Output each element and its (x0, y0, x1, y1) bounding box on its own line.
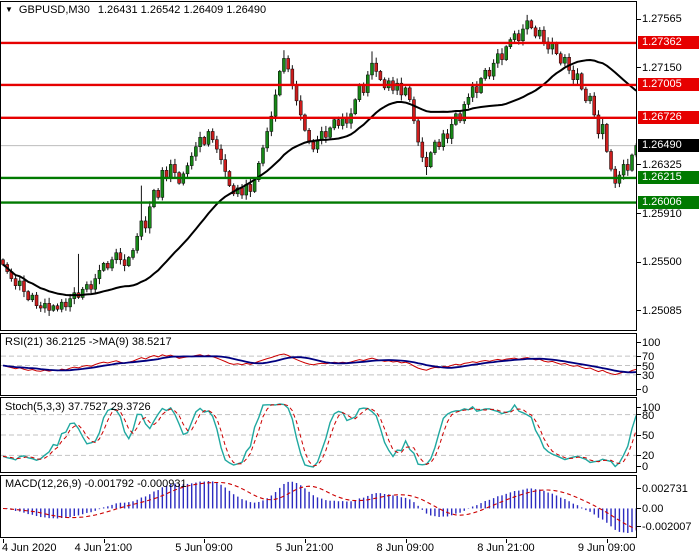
stochastic-scale-label: 100 (642, 402, 661, 414)
axis-tick (637, 465, 641, 467)
candles (1, 14, 637, 316)
chart-title: ▼ GBPUSD,M30 1.26431 1.26542 1.26409 1.264… (5, 4, 266, 16)
axis-tick (204, 539, 206, 543)
macd-scale-label: 0.002731 (642, 483, 688, 495)
time-label: 8 Jun 21:00 (477, 542, 535, 554)
price-axis[interactable]: 1.27565 1.27150 1.26325 1.25910 1.25500 … (637, 0, 700, 538)
rsi-ma-line (2, 355, 637, 374)
time-label: 5 Jun 09:00 (175, 542, 233, 554)
axis-tick (304, 539, 306, 543)
macd-signal-line (2, 481, 637, 530)
resistance-level-badge: 1.26726 (638, 110, 699, 124)
rsi-line (2, 353, 637, 376)
macd-label: MACD(12,26,9) -0.001792 -0.000931 (5, 478, 187, 490)
resistance-level-badge: 1.27362 (638, 35, 699, 49)
stoch-d-line (2, 403, 637, 467)
axis-tick (637, 434, 641, 436)
symbol-label: GBPUSD,M30 (18, 4, 90, 16)
price-tick-label: 1.25910 (642, 207, 682, 220)
axis-tick (637, 365, 641, 366)
macd-scale-label: 0.00 (642, 503, 664, 516)
axis-tick (637, 406, 641, 408)
axis-tick (637, 67, 641, 69)
time-axis[interactable]: 4 Jun 2020 4 Jun 21:00 5 Jun 09:00 5 Jun… (0, 538, 700, 560)
axis-tick (637, 355, 641, 357)
stoch-k-line (2, 403, 637, 468)
rsi-label: RSI(21) 36.2125 ->MA(9) 38.5217 (5, 336, 172, 348)
axis-tick (405, 539, 407, 543)
quote-ohlc: 1.26431 1.26542 1.26409 1.26490 (97, 4, 267, 16)
time-label: 4 Jun 2020 (2, 542, 57, 554)
axis-tick (637, 414, 641, 416)
axis-tick (103, 539, 105, 543)
rsi-scale-label: 30 (642, 369, 655, 382)
axis-tick (506, 539, 508, 543)
axis-tick (637, 164, 641, 166)
support-level-badge: 1.26215 (638, 170, 699, 184)
axis-tick (606, 539, 608, 543)
price-tick-label: 1.26325 (642, 158, 682, 171)
price-tick-label: 1.25500 (642, 256, 682, 269)
stochastic-scale-label: 80 (642, 409, 655, 422)
axis-tick (637, 261, 641, 263)
stochastic-label: Stoch(5,3,3) 37.7527 29.3726 (5, 401, 151, 413)
stochastic-scale-label: 0 (642, 461, 649, 473)
axis-tick (637, 508, 641, 510)
current-price-badge: 1.26490 (638, 138, 699, 152)
rsi-pane[interactable] (0, 333, 637, 396)
axis-tick (3, 539, 4, 543)
stochastic-scale-label: 50 (642, 430, 655, 442)
axis-tick (637, 374, 641, 376)
rsi-scale-label: 0 (642, 384, 649, 396)
rsi-scale-label: 70 (642, 351, 655, 364)
price-tick-label: 1.27565 (642, 13, 682, 25)
axis-tick (637, 454, 641, 456)
stochastic-scale-label: 20 (642, 450, 655, 463)
stochastic-pane[interactable] (0, 397, 637, 473)
macd-scale-label: -0.002007 (642, 521, 692, 533)
rsi-scale-label: 100 (642, 337, 661, 349)
time-label: 5 Jun 21:00 (275, 542, 334, 554)
axis-tick (637, 341, 641, 343)
axis-tick (637, 18, 641, 20)
support-level-badge: 1.26006 (638, 195, 699, 209)
ma-line (2, 59, 637, 297)
rsi-scale-label: 50 (642, 360, 655, 373)
axis-tick (637, 310, 641, 312)
resistance-level-badge: 1.27005 (638, 77, 699, 91)
main-price-pane[interactable] (0, 1, 637, 331)
price-tick-label: 1.27150 (642, 61, 682, 74)
symbol-dropdown-icon[interactable]: ▼ (5, 5, 13, 14)
axis-tick (637, 488, 641, 489)
time-label: 4 Jun 21:00 (74, 542, 133, 554)
time-label: 8 Jun 09:00 (376, 542, 435, 554)
price-tick-label: 1.25085 (642, 304, 682, 317)
axis-tick (637, 213, 641, 215)
macd-pane[interactable] (0, 475, 637, 538)
axis-tick (637, 388, 641, 390)
time-label: 9 Jun 09:00 (577, 542, 636, 554)
axis-tick (637, 526, 641, 527)
